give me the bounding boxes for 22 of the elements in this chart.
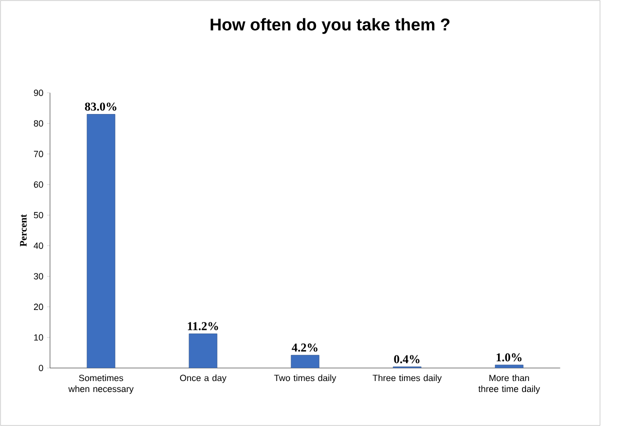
y-tick-label: 0 — [38, 364, 44, 372]
data-label: 83.0% — [84, 102, 116, 111]
x-tick-label: Once a day — [180, 374, 226, 383]
chart-title: How often do you take them ? — [210, 18, 450, 34]
y-tick-label: 70 — [34, 150, 44, 158]
data-label: 1.0% — [496, 353, 522, 362]
data-label: 0.4% — [394, 355, 420, 364]
y-axis-title: Percent — [20, 214, 27, 246]
y-tick-label: 90 — [34, 90, 44, 96]
x-tick-label: Three times daily — [372, 374, 442, 383]
x-tick-label: More than three time daily — [478, 374, 540, 394]
y-tick-label: 60 — [34, 181, 44, 188]
y-tick-label: 20 — [34, 304, 44, 310]
y-tick-label: 30 — [34, 273, 44, 280]
data-label: 4.2% — [292, 344, 318, 352]
y-tick-label: 40 — [34, 242, 44, 249]
x-tick-label: Sometimes when necessary — [68, 374, 134, 394]
x-tick-label: Two times daily — [274, 374, 336, 383]
y-tick-label: 80 — [34, 120, 44, 127]
y-tick-label: 10 — [34, 334, 44, 341]
y-tick-label: 50 — [34, 212, 44, 218]
data-label: 11.2% — [188, 322, 218, 330]
